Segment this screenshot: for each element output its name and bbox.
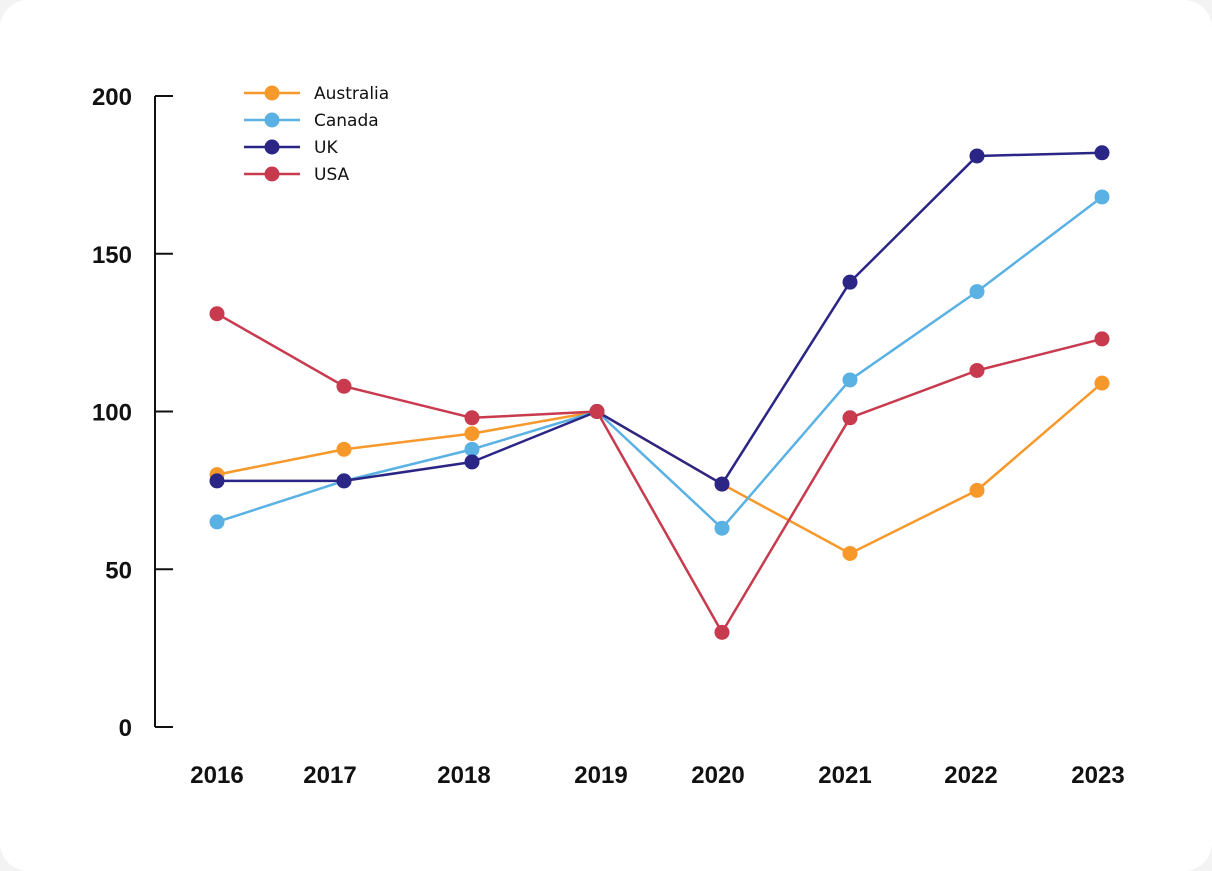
data-point	[714, 520, 730, 536]
legend-label: Australia	[314, 84, 389, 104]
data-point	[969, 482, 985, 498]
data-point	[969, 148, 985, 164]
data-point	[464, 410, 480, 426]
data-point	[209, 473, 225, 489]
data-point	[714, 476, 730, 492]
data-point	[336, 473, 352, 489]
data-point	[1094, 145, 1110, 161]
data-point	[209, 306, 225, 322]
legend-marker	[264, 112, 280, 128]
y-tick-label: 50	[105, 557, 132, 584]
data-point	[464, 454, 480, 470]
series-line	[217, 151, 1103, 486]
data-point	[1094, 331, 1110, 347]
x-tick-label: 2023	[1071, 762, 1124, 789]
legend-label: USA	[314, 165, 350, 185]
data-point	[589, 404, 605, 419]
data-point	[842, 274, 858, 290]
data-point	[969, 362, 985, 378]
legend-marker	[264, 85, 280, 101]
legend-item-canada: Canada	[244, 111, 379, 131]
legend-marker	[264, 139, 280, 155]
data-point	[842, 372, 858, 388]
x-tick-label: 2020	[691, 762, 744, 789]
data-point	[336, 441, 352, 457]
data-point	[969, 284, 985, 300]
series-uk	[209, 145, 1110, 492]
x-tick-label: 2017	[303, 762, 356, 789]
data-point	[842, 545, 858, 561]
data-point	[714, 624, 730, 640]
data-point	[464, 441, 480, 457]
series-usa	[209, 306, 1110, 640]
data-point	[1094, 189, 1110, 205]
y-axis: 0 50 100 150 200	[92, 84, 173, 742]
y-tick-label: 200	[92, 84, 132, 111]
y-tick-label: 100	[92, 400, 132, 427]
legend: Australia Canada UK USA	[244, 84, 389, 185]
data-point	[209, 514, 225, 530]
x-axis: 2016 2017 2018 2019 2020 2021 2022 2023	[190, 762, 1124, 789]
legend-item-uk: UK	[244, 138, 338, 158]
x-tick-label: 2022	[944, 762, 997, 789]
data-point	[1094, 375, 1110, 391]
x-tick-label: 2018	[437, 762, 490, 789]
legend-item-usa: USA	[244, 165, 350, 185]
series-line	[216, 312, 1103, 634]
y-tick-label: 150	[92, 242, 132, 269]
series-line	[216, 195, 1103, 530]
legend-item-australia: Australia	[244, 84, 389, 104]
data-point	[336, 378, 352, 394]
x-tick-label: 2016	[190, 762, 243, 789]
data-point	[464, 426, 480, 442]
y-tick-label: 0	[119, 715, 132, 742]
legend-marker	[264, 166, 280, 182]
data-point	[842, 410, 858, 426]
legend-label: UK	[314, 138, 338, 158]
series-layer	[209, 145, 1110, 640]
x-tick-label: 2019	[574, 762, 627, 789]
x-tick-label: 2021	[818, 762, 871, 789]
legend-label: Canada	[314, 111, 379, 131]
